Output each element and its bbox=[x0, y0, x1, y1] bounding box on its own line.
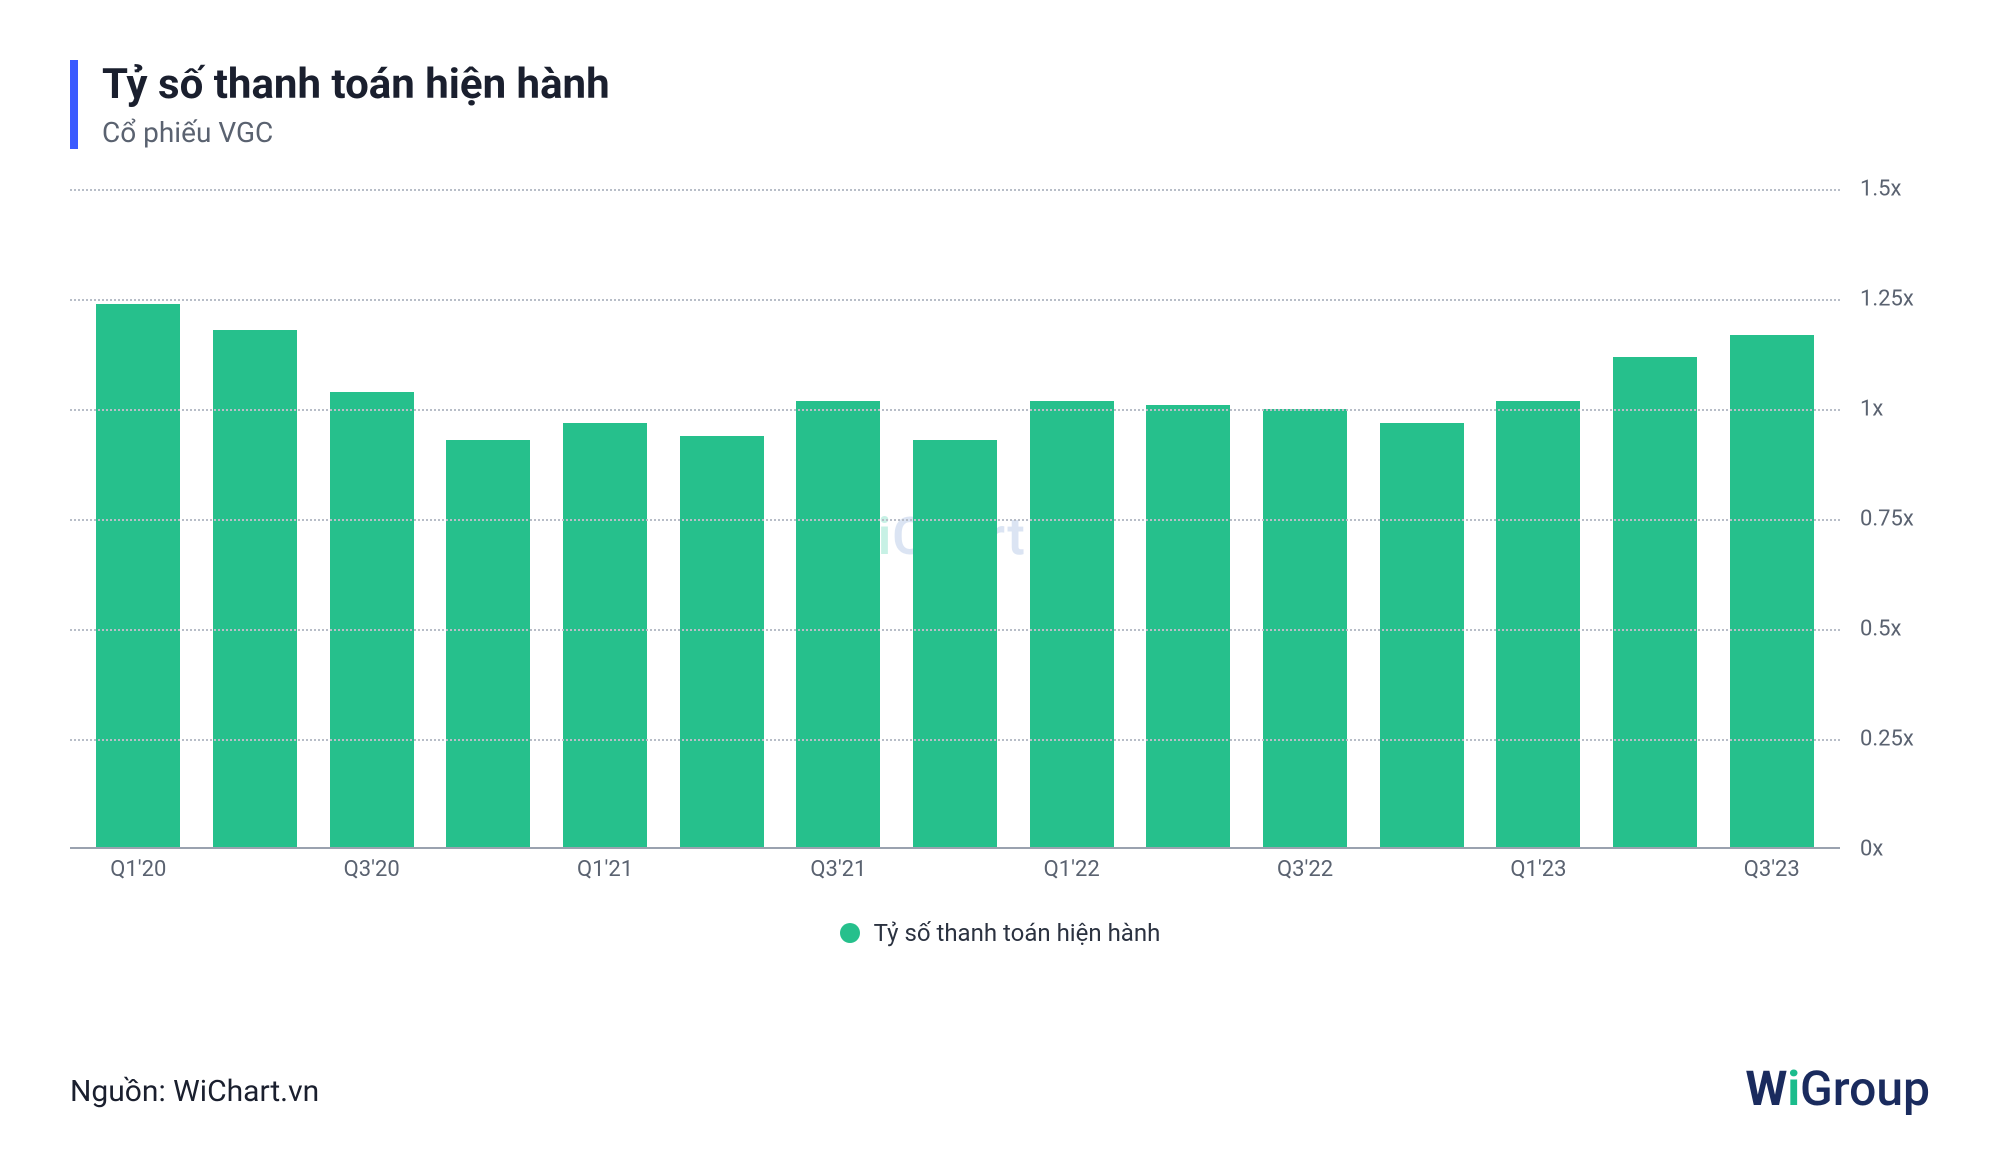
x-axis-label: Q1'22 bbox=[1013, 849, 1130, 889]
bar bbox=[1146, 405, 1230, 849]
chart-plot-area: WiChart 0x0.25x0.5x0.75x1x1.25x1.5x Q1'2… bbox=[70, 189, 1840, 889]
bar bbox=[1380, 423, 1464, 850]
gridline bbox=[70, 189, 1840, 191]
x-axis-label: Q3'20 bbox=[313, 849, 430, 889]
bar bbox=[680, 436, 764, 850]
bar bbox=[96, 304, 180, 850]
y-axis-label: 0.25x bbox=[1860, 727, 1914, 752]
bar bbox=[1496, 401, 1580, 850]
chart-title: Tỷ số thanh toán hiện hành bbox=[102, 60, 610, 110]
x-axis-label bbox=[1130, 849, 1247, 889]
bar bbox=[796, 401, 880, 850]
x-axis-label bbox=[430, 849, 547, 889]
x-axis-labels: Q1'20 Q3'20 Q1'21 Q3'21 Q1'22 Q3'22 Q1'23 Q3'23 bbox=[70, 849, 1840, 889]
x-axis-label bbox=[197, 849, 314, 889]
y-axis-label: 0.5x bbox=[1860, 617, 1901, 642]
x-axis-label: Q1'20 bbox=[80, 849, 197, 889]
x-axis-label bbox=[1597, 849, 1714, 889]
x-axis-label: Q1'23 bbox=[1480, 849, 1597, 889]
bar bbox=[1730, 335, 1814, 850]
gridline bbox=[70, 629, 1840, 631]
x-axis-label bbox=[897, 849, 1014, 889]
bar bbox=[330, 392, 414, 850]
chart-header: Tỷ số thanh toán hiện hành Cổ phiếu VGC bbox=[70, 60, 1930, 149]
y-axis-label: 1.5x bbox=[1860, 177, 1901, 202]
y-axis-label: 1.25x bbox=[1860, 287, 1914, 312]
gridline bbox=[70, 519, 1840, 521]
chart-subtitle: Cổ phiếu VGC bbox=[102, 116, 610, 149]
bar bbox=[446, 440, 530, 849]
brand-logo: WiGroup bbox=[1745, 1060, 1930, 1117]
bar bbox=[913, 440, 997, 849]
bar bbox=[1613, 357, 1697, 850]
bar bbox=[213, 330, 297, 849]
bar bbox=[1030, 401, 1114, 850]
y-axis-label: 1x bbox=[1860, 397, 1883, 422]
legend: Tỷ số thanh toán hiện hành bbox=[70, 919, 1930, 947]
x-axis-label: Q1'21 bbox=[547, 849, 664, 889]
x-axis-label: Q3'21 bbox=[780, 849, 897, 889]
source-footer: Nguồn: WiChart.vn bbox=[70, 1074, 319, 1109]
plot-region: WiChart 0x0.25x0.5x0.75x1x1.25x1.5x bbox=[70, 189, 1840, 849]
gridline bbox=[70, 409, 1840, 411]
legend-marker bbox=[840, 923, 860, 943]
x-axis-label: Q3'22 bbox=[1247, 849, 1364, 889]
gridline bbox=[70, 299, 1840, 301]
y-axis-label: 0x bbox=[1860, 837, 1883, 862]
x-axis-label bbox=[1363, 849, 1480, 889]
x-axis-label bbox=[663, 849, 780, 889]
x-axis-label: Q3'23 bbox=[1713, 849, 1830, 889]
chart-container: Tỷ số thanh toán hiện hành Cổ phiếu VGC … bbox=[0, 0, 2000, 1159]
legend-label: Tỷ số thanh toán hiện hành bbox=[874, 919, 1161, 947]
header-text-block: Tỷ số thanh toán hiện hành Cổ phiếu VGC bbox=[102, 60, 610, 149]
gridline bbox=[70, 739, 1840, 741]
bar bbox=[563, 423, 647, 850]
header-accent-bar bbox=[70, 60, 78, 149]
y-axis-label: 0.75x bbox=[1860, 507, 1914, 532]
